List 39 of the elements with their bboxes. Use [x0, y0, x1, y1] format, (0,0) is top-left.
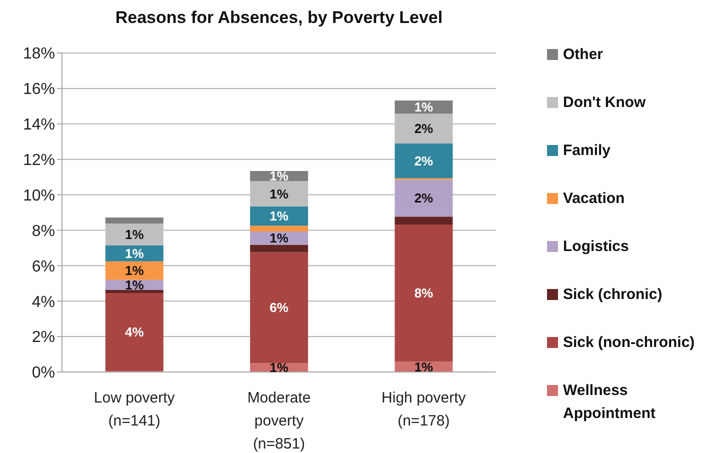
chart-title: Reasons for Absences, by Poverty Level [114, 8, 444, 28]
data-label: 1% [125, 246, 144, 261]
data-label: 2% [414, 190, 434, 206]
legend-label: Other [563, 45, 604, 65]
legend-label: Family [563, 141, 612, 161]
y-tick-label: 0% [32, 364, 55, 382]
legend-label: Logistics [563, 237, 630, 257]
data-label: 1% [270, 208, 289, 224]
y-tick-label: 6% [32, 258, 55, 276]
y-tick-label: 12% [22, 152, 55, 170]
data-label: 1% [270, 360, 289, 376]
x-tick-label: Moderate poverty (n=851) [247, 390, 311, 453]
x-tick-label: Low poverty (n=141) [94, 390, 176, 430]
data-label: 2% [414, 153, 434, 168]
y-tick-label: 8% [32, 222, 55, 240]
data-label: 6% [270, 300, 289, 316]
y-tick-label: 18% [22, 46, 55, 63]
data-label: 8% [414, 286, 434, 301]
data-label: 1% [125, 263, 144, 278]
data-label: 1% [270, 168, 289, 184]
data-label: 1% [414, 100, 434, 115]
data-label: 1% [270, 230, 289, 246]
legend-label: Sick (non-chronic) [563, 333, 696, 353]
legend-label: Vacation [563, 189, 626, 209]
data-label: 1% [270, 186, 289, 202]
y-tick-label: 10% [22, 187, 55, 204]
x-tick-label: High poverty (n=178) [382, 390, 466, 430]
legend-label: Sick (chronic) [563, 285, 664, 305]
y-tick-label: 4% [32, 294, 55, 311]
y-tick-label: 16% [22, 81, 55, 98]
data-label: 2% [414, 121, 434, 136]
legend-label: Wellness Appointment [563, 381, 656, 424]
y-tick-label: 2% [32, 329, 55, 346]
data-label: 1% [414, 359, 434, 374]
legend-label: Don't Know [563, 93, 647, 113]
data-label: 4% [125, 324, 144, 340]
y-tick-label: 14% [22, 116, 55, 134]
data-label: 1% [125, 277, 144, 292]
data-label: 1% [125, 226, 144, 242]
